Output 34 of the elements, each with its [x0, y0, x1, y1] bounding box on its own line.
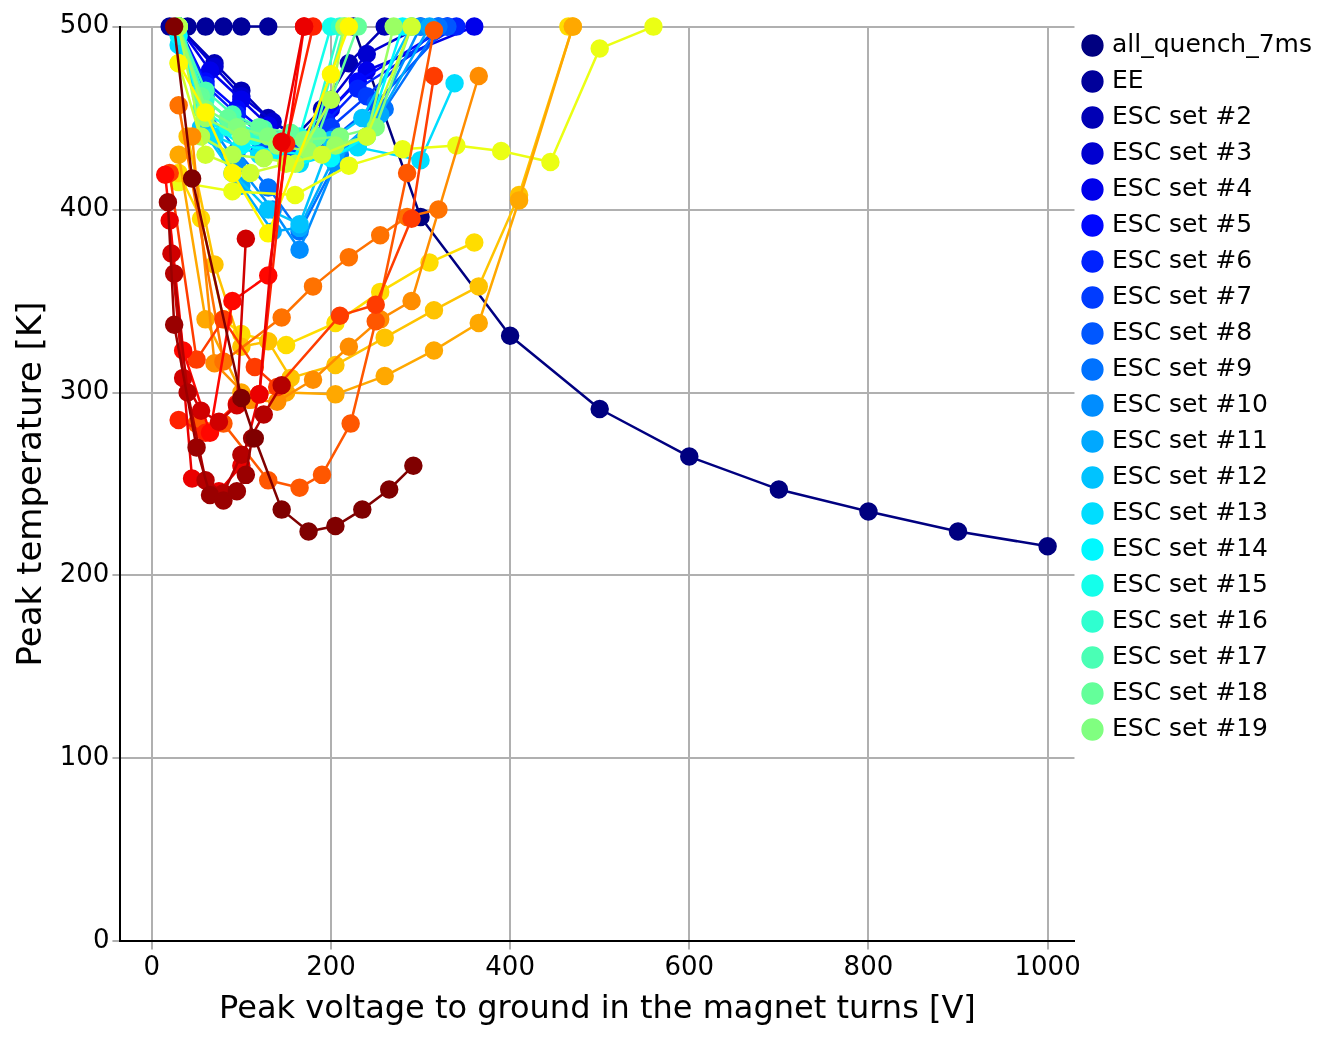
legend-label: ESC set #3: [1111, 137, 1253, 166]
legend-label: ESC set #13: [1111, 497, 1268, 526]
legend-label: ESC set #16: [1111, 605, 1268, 634]
legend-label: ESC set #2: [1111, 101, 1253, 130]
x-tick-label: 600: [664, 950, 715, 981]
legend-label: ESC set #10: [1111, 389, 1268, 418]
legend-label: ESC set #14: [1111, 533, 1268, 562]
legend-label: ESC set #6: [1111, 245, 1253, 274]
y-tick-label: 200: [59, 558, 110, 589]
legend-label: EE: [1111, 65, 1144, 94]
x-axis-title: Peak voltage to ground in the magnet turns [V]: [219, 988, 976, 1027]
legend-label: ESC set #11: [1111, 425, 1268, 454]
y-tick-label: 500: [59, 9, 110, 40]
y-tick-label: 400: [59, 192, 110, 223]
y-tick-label: 100: [59, 741, 110, 772]
legend-label: ESC set #7: [1111, 281, 1253, 310]
x-tick-label: 1000: [1014, 950, 1081, 981]
legend-label: ESC set #18: [1111, 677, 1268, 706]
legend-label: ESC set #8: [1111, 317, 1253, 346]
legend-label: ESC set #9: [1111, 353, 1253, 382]
x-tick-label: 0: [143, 950, 161, 981]
x-tick-label: 200: [306, 950, 356, 981]
legend-label: ESC set #19: [1111, 713, 1268, 742]
legend-label: all_quench_7ms: [1111, 29, 1313, 58]
x-tick-label: 800: [843, 950, 894, 981]
legend-label: ESC set #5: [1111, 209, 1253, 238]
y-tick-label: 0: [92, 924, 110, 955]
y-tick-label: 300: [59, 375, 110, 406]
legend-label: ESC set #15: [1111, 569, 1268, 598]
legend-label: ESC set #17: [1111, 641, 1268, 670]
legend-label: ESC set #4: [1111, 173, 1253, 202]
legend-label: ESC set #12: [1111, 461, 1268, 490]
y-axis-title: Peak temperature [K]: [9, 301, 50, 667]
x-tick-label: 400: [485, 950, 535, 981]
